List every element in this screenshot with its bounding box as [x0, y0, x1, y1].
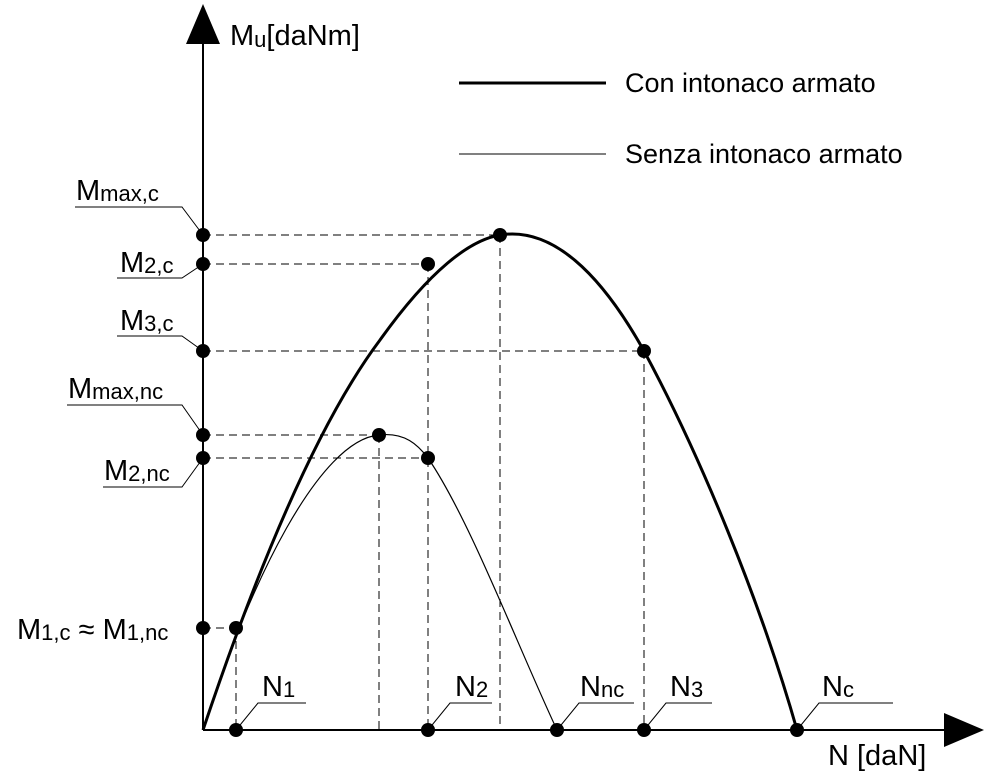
point-peak-nc: [372, 428, 386, 442]
label-nc: Nc: [822, 671, 854, 703]
label-nnc: Nnc: [580, 671, 624, 703]
label-m2-nc: M2,nc: [104, 455, 170, 487]
label-n2: N2: [455, 671, 488, 703]
legend: Con intonaco armato Senza intonaco armat…: [459, 68, 903, 169]
moment-leaders: [67, 206, 204, 488]
label-n3: N3: [670, 671, 703, 703]
curve-senza-intonaco: [202, 433, 558, 731]
label-m3-c: M3,c: [120, 305, 174, 337]
label-m1: M1,c ≈ M1,nc: [17, 614, 168, 646]
x-axis-arrowhead: [944, 713, 984, 747]
label-mmax-c: Mmax,c: [76, 175, 159, 207]
legend-thick-label: Con intonaco armato: [625, 68, 876, 98]
label-m2-c: M2,c: [120, 247, 174, 279]
guide-lines: [203, 234, 645, 730]
y-axis-label: Mu[daNm]: [230, 20, 360, 52]
label-mmax-nc: Mmax,nc: [68, 373, 163, 405]
point-n2-nc: [421, 451, 435, 465]
point-peak-c: [493, 228, 507, 242]
point-n1-curve: [229, 621, 243, 635]
axes: [202, 40, 945, 731]
legend-thin-label: Senza intonaco armato: [625, 139, 903, 169]
point-n3-c: [637, 344, 651, 358]
point-m1-axis: [196, 621, 210, 635]
force-leaders: [235, 702, 893, 731]
x-axis-label: N [daN]: [828, 740, 926, 772]
label-n1: N1: [262, 671, 295, 703]
point-n2-c: [421, 257, 435, 271]
y-axis-arrowhead: [186, 4, 220, 44]
